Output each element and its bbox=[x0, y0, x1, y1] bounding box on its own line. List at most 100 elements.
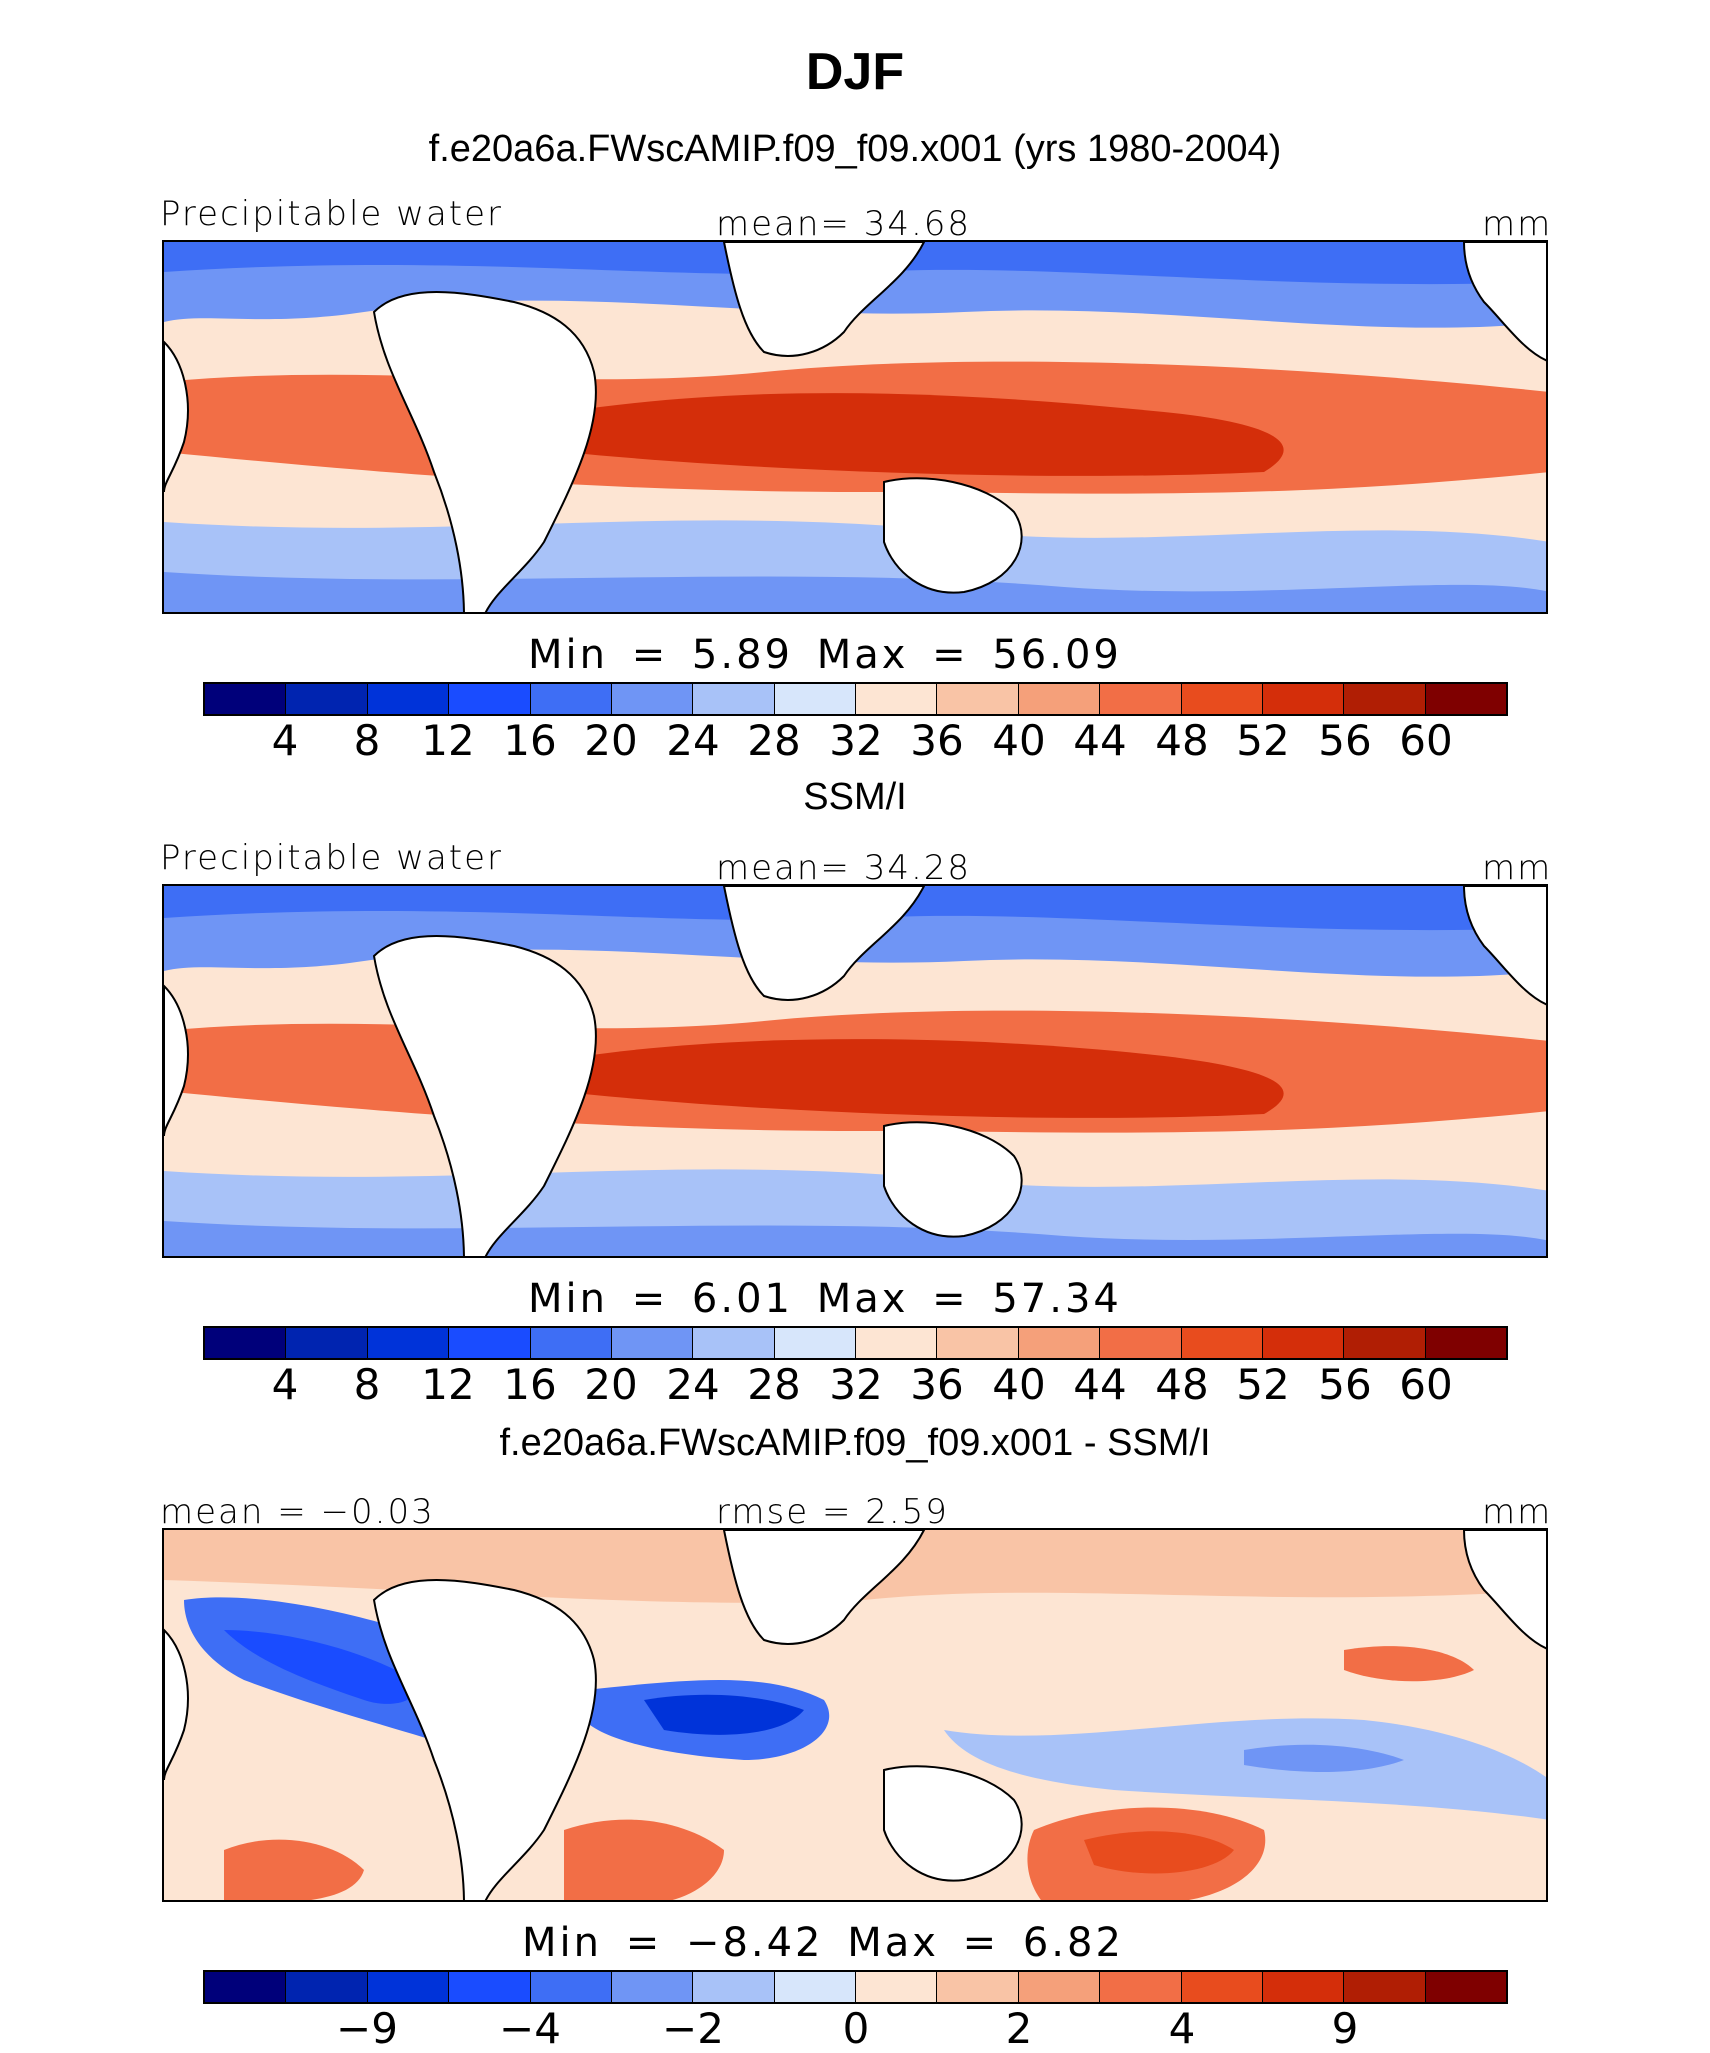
colorbar-tick: −4 bbox=[499, 2004, 561, 2053]
colorbar-tick: 4 bbox=[1168, 2004, 1196, 2053]
colorbar-cell bbox=[205, 1328, 287, 1358]
panel1-mean-label: mean= 34.68 bbox=[716, 204, 972, 244]
panel3-rmse-label: rmse = 2.59 bbox=[716, 1492, 949, 1532]
colorbar-cell bbox=[693, 684, 775, 714]
colorbar-tick: 9 bbox=[1331, 2004, 1359, 2053]
colorbar-tick: 24 bbox=[666, 716, 720, 765]
colorbar-cell bbox=[1262, 1328, 1345, 1358]
colorbar-cell bbox=[856, 1972, 938, 2002]
colorbar-cell bbox=[856, 1328, 938, 1358]
colorbar-cell bbox=[1425, 1328, 1506, 1358]
colorbar-tick: 8 bbox=[353, 1360, 381, 1409]
colorbar-cell bbox=[530, 684, 612, 714]
colorbar-cell bbox=[937, 684, 1019, 714]
colorbar-cell bbox=[693, 1972, 775, 2002]
colorbar-cell bbox=[1181, 1972, 1263, 2002]
colorbar-cell bbox=[1344, 684, 1426, 714]
panel3-units-label: mm bbox=[1482, 1492, 1553, 1532]
panel2-mean-label: mean= 34.28 bbox=[716, 848, 972, 888]
colorbar-tick: 36 bbox=[910, 1360, 964, 1409]
figure-title: DJF bbox=[805, 43, 905, 101]
colorbar-tick: 48 bbox=[1155, 716, 1209, 765]
colorbar-tick: 60 bbox=[1399, 1360, 1453, 1409]
colorbar-tick: 4 bbox=[271, 1360, 299, 1409]
panel2-variable-label: Precipitable water bbox=[160, 838, 504, 878]
colorbar-cell bbox=[205, 684, 287, 714]
colorbar-cell bbox=[1018, 684, 1101, 714]
colorbar-tick: 20 bbox=[584, 716, 638, 765]
colorbar-cell bbox=[1262, 1972, 1345, 2002]
panel3-minmax: Min = −8.42 Max = 6.82 bbox=[522, 1920, 1124, 1966]
colorbar-tick: 28 bbox=[747, 716, 801, 765]
colorbar-cell bbox=[1425, 1972, 1506, 2002]
colorbar-cell bbox=[1262, 684, 1345, 714]
panel2-minmax: Min = 6.01 Max = 57.34 bbox=[528, 1276, 1122, 1322]
panel2-colorbar bbox=[203, 1326, 1508, 1360]
colorbar-cell bbox=[1425, 684, 1506, 714]
colorbar-cell bbox=[1181, 1328, 1263, 1358]
colorbar-cell bbox=[205, 1972, 287, 2002]
colorbar-cell bbox=[449, 1328, 531, 1358]
colorbar-cell bbox=[1100, 1328, 1182, 1358]
panel1-map bbox=[162, 240, 1548, 614]
colorbar-cell bbox=[774, 1972, 856, 2002]
colorbar-cell bbox=[937, 1972, 1019, 2002]
colorbar-tick: 40 bbox=[992, 716, 1046, 765]
colorbar-tick: 12 bbox=[421, 1360, 475, 1409]
colorbar-cell bbox=[693, 1328, 775, 1358]
panel2-map bbox=[162, 884, 1548, 1258]
colorbar-cell bbox=[367, 684, 450, 714]
colorbar-cell bbox=[611, 1972, 694, 2002]
colorbar-tick: 52 bbox=[1236, 1360, 1290, 1409]
colorbar-tick: 8 bbox=[353, 716, 381, 765]
colorbar-tick: −9 bbox=[336, 2004, 398, 2053]
colorbar-tick: 32 bbox=[829, 716, 883, 765]
colorbar-tick: 52 bbox=[1236, 716, 1290, 765]
colorbar-cell bbox=[286, 684, 368, 714]
panel1-units-label: mm bbox=[1482, 204, 1553, 244]
colorbar-cell bbox=[530, 1328, 612, 1358]
colorbar-cell bbox=[1018, 1328, 1101, 1358]
panel2-title: SSM/I bbox=[803, 776, 907, 818]
colorbar-cell bbox=[449, 684, 531, 714]
colorbar-tick: 48 bbox=[1155, 1360, 1209, 1409]
panel2-units-label: mm bbox=[1482, 848, 1553, 888]
panel3-map bbox=[162, 1528, 1548, 1902]
colorbar-cell bbox=[286, 1972, 368, 2002]
colorbar-tick: 44 bbox=[1073, 1360, 1127, 1409]
colorbar-cell bbox=[449, 1972, 531, 2002]
colorbar-tick: 28 bbox=[747, 1360, 801, 1409]
colorbar-tick: 0 bbox=[842, 2004, 870, 2053]
panel3-mean-label: mean = −0.03 bbox=[160, 1492, 435, 1532]
colorbar-tick: 20 bbox=[584, 1360, 638, 1409]
colorbar-cell bbox=[1344, 1328, 1426, 1358]
colorbar-tick: 32 bbox=[829, 1360, 883, 1409]
colorbar-cell bbox=[611, 1328, 694, 1358]
panel1-title: f.e20a6a.FWscAMIP.f09_f09.x001 (yrs 1980… bbox=[428, 128, 1282, 170]
colorbar-tick: 12 bbox=[421, 716, 475, 765]
colorbar-tick: 44 bbox=[1073, 716, 1127, 765]
colorbar-cell bbox=[286, 1328, 368, 1358]
colorbar-cell bbox=[856, 684, 938, 714]
colorbar-tick: 4 bbox=[271, 716, 299, 765]
colorbar-cell bbox=[1100, 684, 1182, 714]
colorbar-cell bbox=[1344, 1972, 1426, 2002]
colorbar-cell bbox=[774, 684, 856, 714]
colorbar-tick: 36 bbox=[910, 716, 964, 765]
panel1-variable-label: Precipitable water bbox=[160, 194, 504, 234]
colorbar-cell bbox=[367, 1972, 450, 2002]
colorbar-cell bbox=[774, 1328, 856, 1358]
colorbar-tick: 60 bbox=[1399, 716, 1453, 765]
colorbar-cell bbox=[367, 1328, 450, 1358]
panel1-colorbar bbox=[203, 682, 1508, 716]
colorbar-tick: 56 bbox=[1318, 716, 1372, 765]
colorbar-cell bbox=[1018, 1972, 1101, 2002]
panel3-colorbar bbox=[203, 1970, 1508, 2004]
panel1-minmax: Min = 5.89 Max = 56.09 bbox=[528, 632, 1122, 678]
colorbar-tick: 2 bbox=[1005, 2004, 1033, 2053]
colorbar-tick: −2 bbox=[662, 2004, 724, 2053]
colorbar-cell bbox=[1100, 1972, 1182, 2002]
colorbar-cell bbox=[937, 1328, 1019, 1358]
colorbar-tick: 16 bbox=[503, 1360, 557, 1409]
colorbar-tick: 56 bbox=[1318, 1360, 1372, 1409]
